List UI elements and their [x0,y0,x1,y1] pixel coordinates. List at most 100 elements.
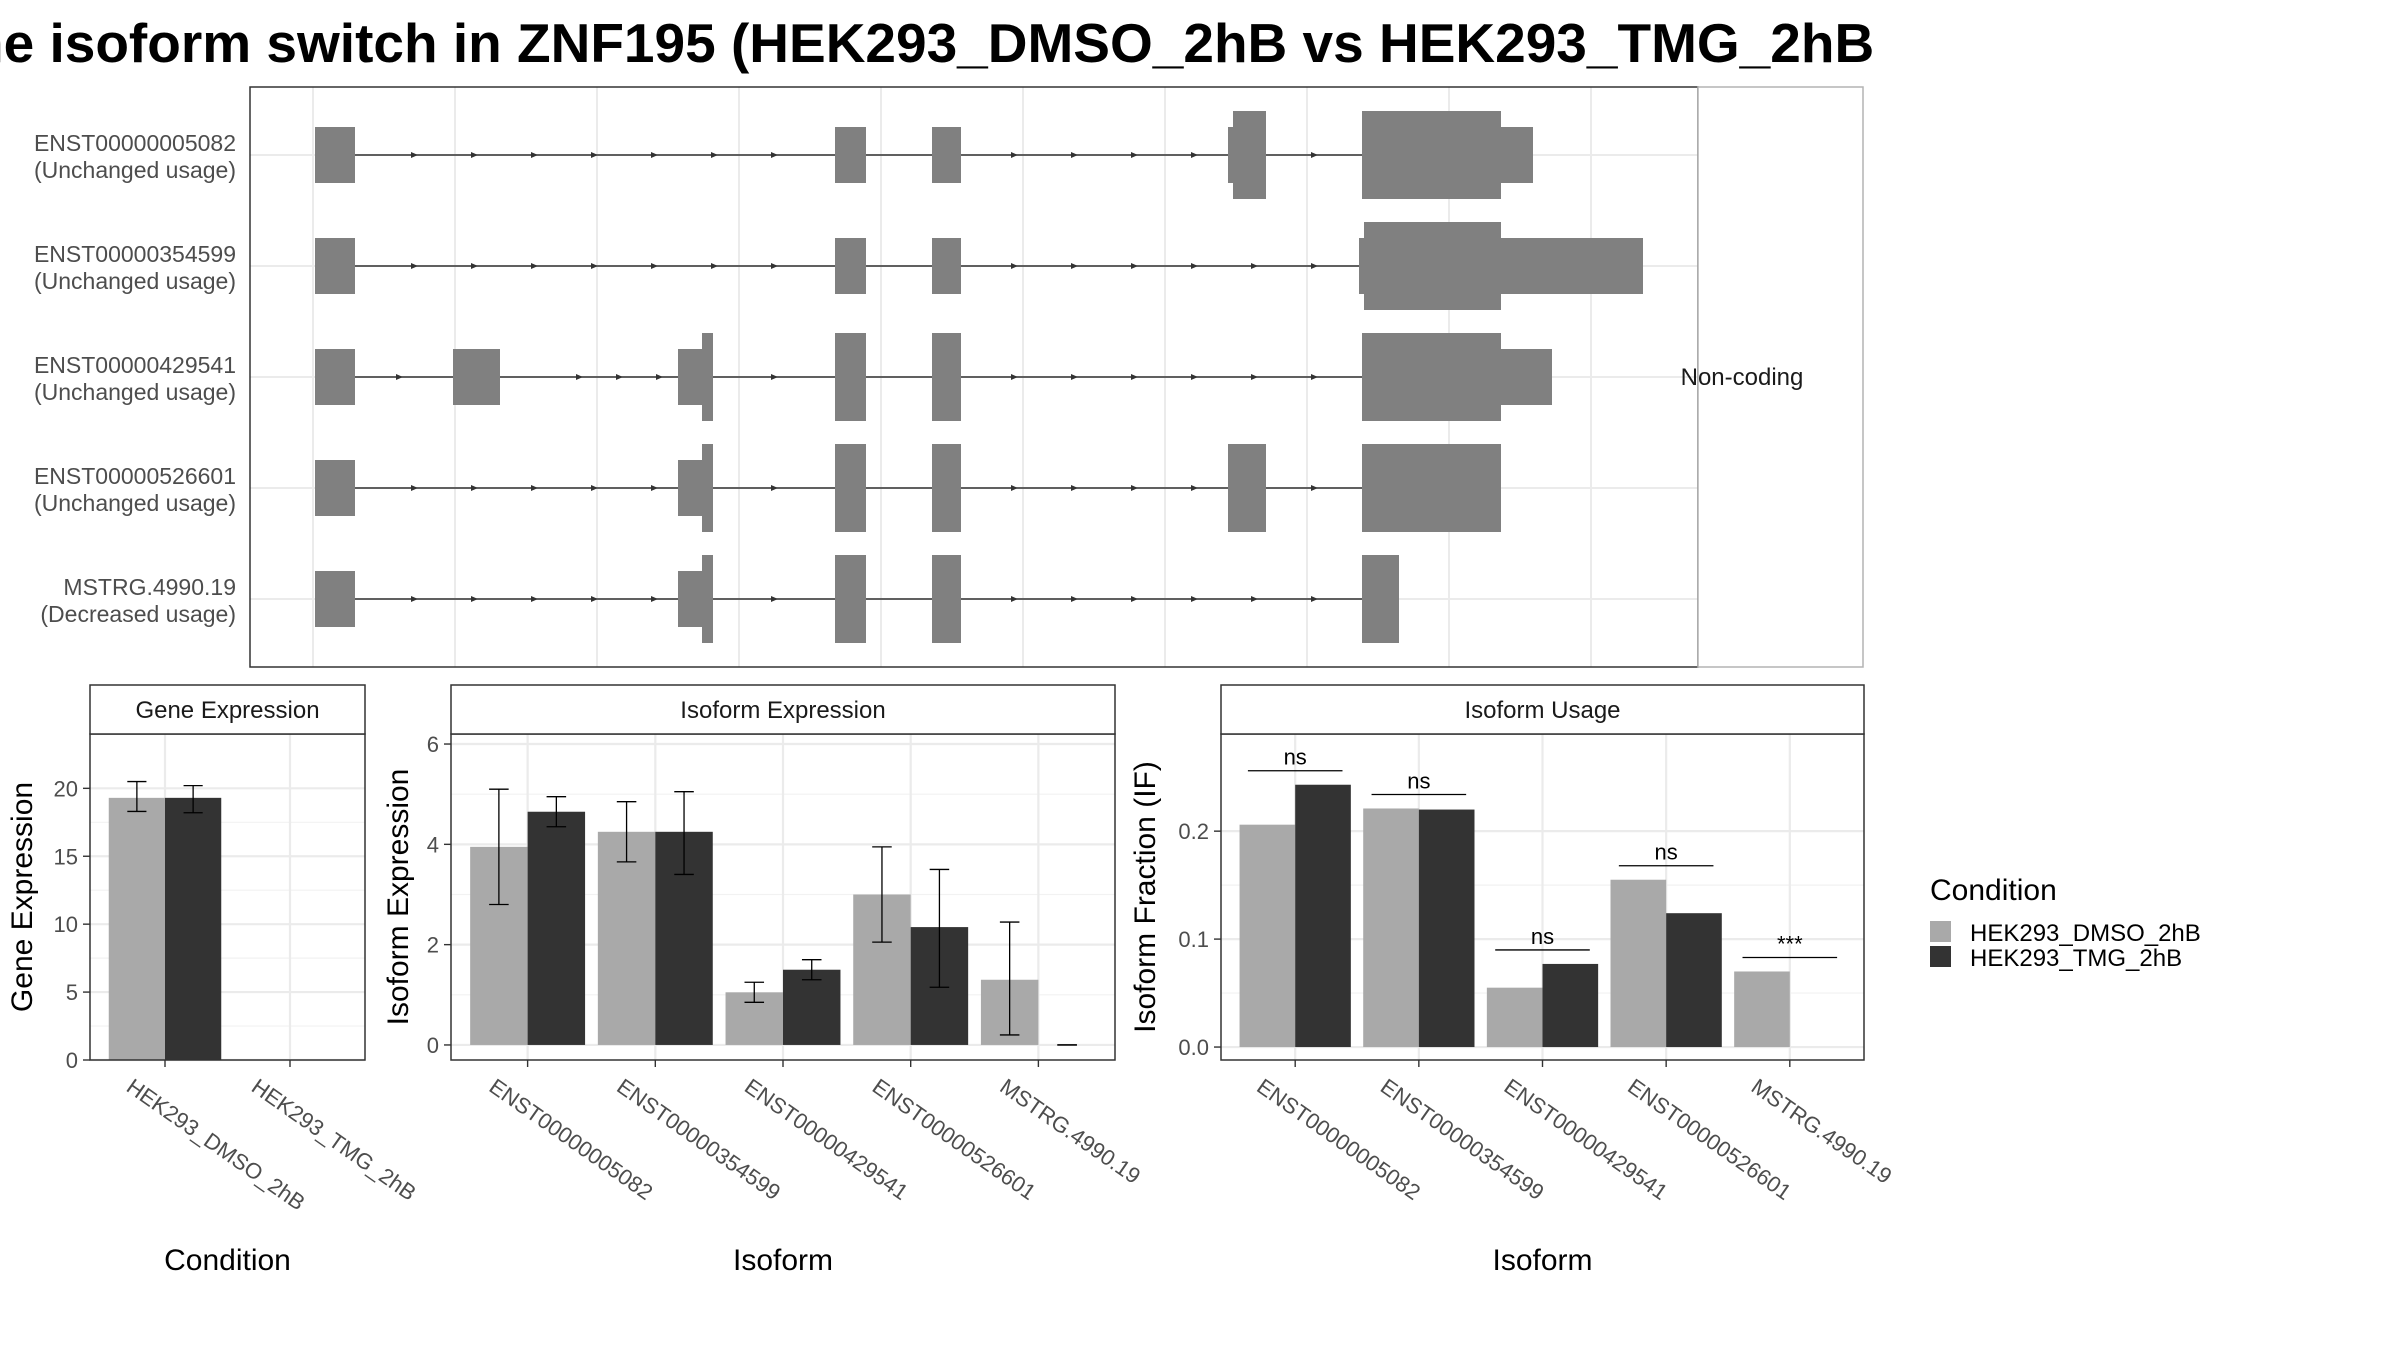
strand-arrow [411,596,418,602]
strand-arrow [656,374,663,380]
legend-label-tmg: HEK293_TMG_2hB [1970,945,2182,972]
strand-arrow [1071,374,1078,380]
transcript-id-label: ENST00000354599 [34,241,236,267]
exon-block [315,571,355,627]
panel-strip-label: Isoform Usage [1464,697,1620,724]
exon-block [1359,238,1364,294]
strand-arrow [771,152,778,158]
strand-arrow [471,152,478,158]
x-axis-title: Isoform [1492,1244,1592,1277]
transcript-status-label: (Decreased usage) [40,601,236,627]
strand-arrow [711,152,718,158]
strand-arrow [1311,263,1318,269]
strand-arrow [1311,596,1318,602]
strand-arrow [1131,374,1138,380]
exon-block [702,333,713,421]
strand-arrow [591,596,598,602]
exon-block [453,349,500,405]
strand-arrow [771,596,778,602]
exon-block [835,444,866,532]
strand-arrow [1011,152,1018,158]
y-axis-title: Isoform Expression [382,769,415,1026]
transcript-id-label: ENST00000526601 [34,463,236,489]
exon-block [1233,111,1266,199]
bar-tmg [1418,809,1475,1048]
strand-arrow [1251,263,1258,269]
exon-block [1364,222,1501,310]
x-axis-title: Isoform [733,1244,833,1277]
bar-tmg [1666,913,1722,1048]
exon-block [835,555,866,643]
bar-dmso [1363,808,1419,1048]
exon-block [835,127,866,183]
panel-strip [89,684,366,735]
strand-arrow [1311,152,1318,158]
x-axis-title: Condition [164,1244,291,1277]
structure-strip-background [1697,86,1864,668]
bar-tmg [783,969,841,1045]
strand-arrow [396,374,403,380]
y-tick-label: 5 [66,980,78,1005]
condition-legend: Condition HEK293_DMSO_2hB HEK293_TMG_2hB [1930,874,2201,972]
strand-arrow [1191,374,1198,380]
exon-block [932,127,961,183]
y-tick-label: 0 [427,1033,439,1058]
significance-label: ns [1655,840,1678,865]
transcript-structure-panel: Non-coding ENST00000005082(Unchanged usa… [34,86,1864,668]
strand-arrow [411,263,418,269]
exon-block [1362,111,1501,199]
bar-dmso [1734,971,1790,1048]
y-tick-label: 20 [54,776,78,801]
exon-block [1362,333,1501,421]
strand-arrow [771,485,778,491]
transcript-status-label: (Unchanged usage) [34,379,236,405]
strand-arrow [1071,485,1078,491]
exon-block [315,238,355,294]
significance-label: ns [1407,768,1430,793]
transcript-status-label: (Unchanged usage) [34,157,236,183]
structure-strip-label: Non-coding [1681,364,1804,391]
bar-dmso [597,831,656,1045]
transcript-status-label: (Unchanged usage) [34,490,236,516]
strand-arrow [651,596,658,602]
strand-arrow [531,596,538,602]
exon-block [1362,555,1399,643]
gene-expression-panel: Gene Expression05101520HEK293_DMSO_2hBHE… [6,684,421,1277]
strand-arrow [411,485,418,491]
panel-strip-label: Gene Expression [135,697,319,724]
exon-block [315,349,355,405]
strand-arrow [411,152,418,158]
strand-arrow [1251,374,1258,380]
strand-arrow [531,485,538,491]
y-tick-label: 10 [54,912,78,937]
panel-strip [1220,684,1865,735]
strand-arrow [651,485,658,491]
strand-arrow [531,152,538,158]
strand-arrow [651,263,658,269]
y-tick-label: 15 [54,844,78,869]
strand-arrow [591,263,598,269]
strand-arrow [616,374,623,380]
significance-label: ns [1531,924,1554,949]
strand-arrow [651,152,658,158]
exon-block [835,333,866,421]
strand-arrow [1191,596,1198,602]
strand-arrow [1251,596,1258,602]
significance-label: *** [1777,931,1803,956]
bar-tmg [1295,784,1351,1048]
strand-arrow [711,263,718,269]
bar-tmg [527,811,586,1045]
strand-arrow [471,263,478,269]
strand-arrow [1011,374,1018,380]
strand-arrow [471,485,478,491]
legend-label-dmso: HEK293_DMSO_2hB [1970,920,2201,947]
strand-arrow [1131,596,1138,602]
strand-arrow [771,374,778,380]
strand-arrow [591,485,598,491]
strand-arrow [1071,152,1078,158]
y-tick-label: 0.1 [1178,927,1209,952]
strand-arrow [591,152,598,158]
exon-block [678,349,702,405]
strand-arrow [1071,263,1078,269]
